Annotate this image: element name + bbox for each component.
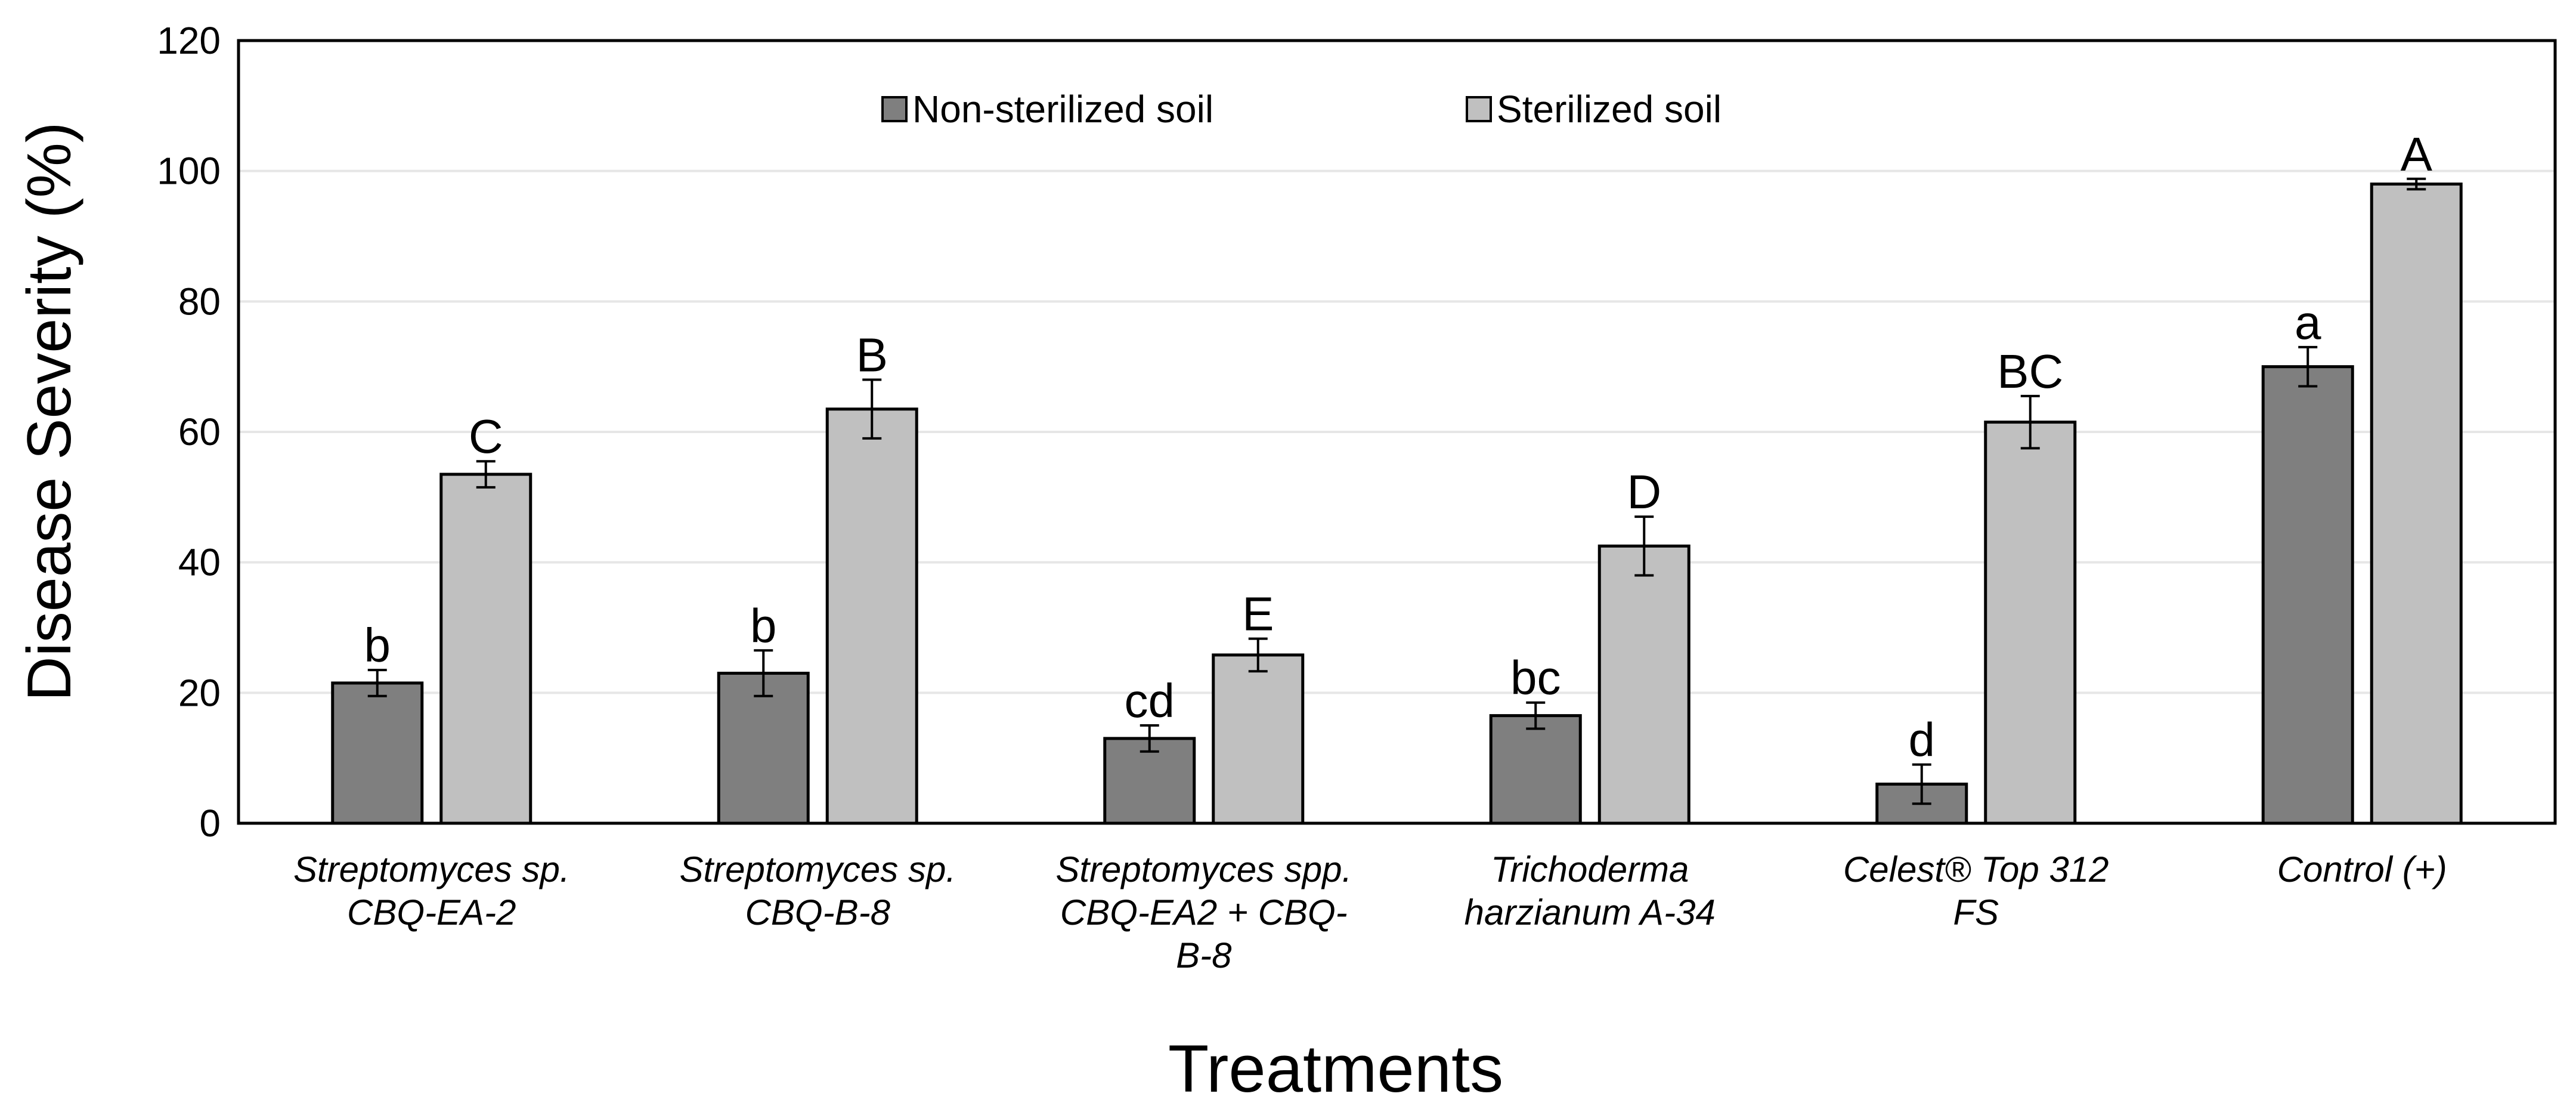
significance-letter: B [856, 329, 888, 382]
significance-letter: cd [1125, 674, 1175, 727]
category-label: Control (+) [2277, 849, 2447, 889]
y-tick-label: 60 [178, 410, 221, 453]
gridlines [239, 169, 2555, 694]
significance-letter: C [469, 410, 503, 463]
category-label: Streptomyces sp. CBQ-B-8 [679, 849, 956, 932]
significance-letter: d [1909, 713, 1936, 767]
category-label: Trichoderma harzianum A-34 [1465, 849, 1716, 932]
category-label: Streptomyces sp. CBQ-EA-2 [293, 849, 570, 932]
category-label-line: FS [1953, 892, 1999, 932]
category-label-line: Trichoderma [1491, 849, 1689, 889]
significance-letter: b [750, 599, 777, 652]
bar-non-sterilized [1489, 714, 1582, 825]
y-tick-label: 100 [157, 150, 221, 193]
bar-sterilized [825, 407, 918, 825]
y-tick-label: 80 [178, 280, 221, 323]
bar-non-sterilized [717, 672, 810, 825]
significance-letter: D [1627, 465, 1661, 518]
category-label-line: Streptomyces spp. [1055, 849, 1352, 889]
category-label-line: Streptomyces sp. [293, 849, 570, 889]
y-tick-label: 0 [199, 802, 221, 845]
plot-area [237, 39, 2557, 825]
bar-sterilized [1597, 544, 1690, 825]
y-tick-label: 120 [157, 19, 221, 62]
significance-letter: BC [1997, 345, 2063, 398]
category-label-line: CBQ-EA-2 [347, 892, 516, 932]
category-label-line: CBQ-EA2 + CBQ- [1060, 892, 1348, 932]
category-label-line: Control (+) [2277, 849, 2447, 889]
bar-sterilized [1212, 653, 1305, 825]
significance-letter: bc [1510, 651, 1561, 705]
significance-letter: E [1242, 588, 1274, 641]
bar-sterilized [1984, 421, 2077, 825]
legend-label: Non-sterilized soil [912, 88, 1213, 131]
significance-letter: a [2295, 296, 2321, 349]
significance-letter: b [364, 619, 391, 672]
legend-swatch-non-sterilized [881, 96, 908, 122]
category-label-line: B-8 [1176, 935, 1232, 975]
bar-non-sterilized [1103, 737, 1196, 825]
bar-sterilized [439, 472, 532, 825]
category-label-line: Celest® Top 312 [1843, 849, 2109, 889]
x-axis-title: Treatments [1168, 1031, 1503, 1106]
legend-swatch-sterilized [1466, 96, 1492, 122]
y-axis-title: Disease Severity (%) [15, 122, 84, 702]
y-tick-label: 40 [178, 541, 221, 584]
significance-letter: A [2401, 128, 2433, 181]
y-tick-label: 20 [178, 671, 221, 714]
bar-non-sterilized [2261, 365, 2354, 825]
category-label-line: Streptomyces sp. [679, 849, 956, 889]
bar-sterilized [2370, 183, 2463, 825]
y-axis-ticks: 0 20 40 60 80 100 120 [157, 19, 221, 845]
legend-label: Sterilized soil [1497, 88, 1722, 131]
category-label: Celest® Top 312 FS [1843, 849, 2109, 932]
category-label-line: CBQ-B-8 [745, 892, 891, 932]
bars: b Cb Bcd Ebc Dd BC a A [331, 128, 2463, 825]
category-label: Streptomyces spp. CBQ-EA2 + CBQ-B-8 [1055, 849, 1352, 975]
category-label-line: harzianum A-34 [1465, 892, 1716, 932]
legend: Non-sterilized soil Sterilized soil [881, 88, 1722, 131]
bar-non-sterilized [331, 681, 424, 825]
